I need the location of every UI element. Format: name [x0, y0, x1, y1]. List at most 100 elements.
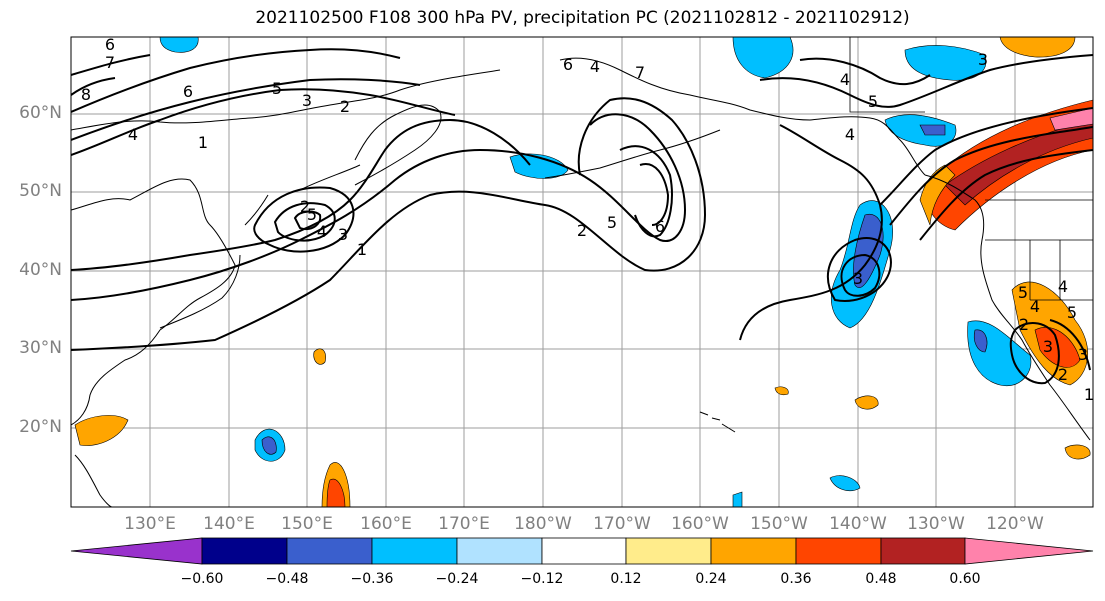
precip-positive-south-core — [326, 478, 346, 507]
contour-label: 4 — [1058, 277, 1068, 296]
precip-negative-small-2 — [829, 475, 861, 491]
contour-label: 4 — [845, 125, 855, 144]
contour-label: 5 — [1018, 283, 1028, 302]
contour-label: 3 — [853, 269, 863, 288]
precip-positive-small-1 — [313, 348, 326, 365]
contour-label: 5 — [868, 92, 878, 111]
lat-label: 20°N — [19, 417, 62, 437]
contour-label: 2 — [1058, 365, 1068, 384]
colorbar-bin — [625, 537, 712, 565]
contour-label: 2 — [300, 197, 310, 216]
contour-label: 5 — [1067, 303, 1077, 322]
contour-label: 5 — [307, 205, 317, 224]
colorbar-extend-low — [70, 537, 203, 565]
pv-contour-pv-low — [253, 186, 355, 253]
precip-positive-west-pacific — [74, 415, 129, 446]
pv-contour-1 — [71, 97, 707, 351]
contour-label: 5 — [272, 79, 282, 98]
colorbar-tick-label: 0.36 — [780, 571, 812, 587]
pv-contour-3 — [71, 118, 531, 271]
pv-contour-sw-low-2 — [1049, 319, 1091, 371]
pv-contour-8 — [71, 77, 116, 96]
colorbar — [70, 537, 1094, 565]
contour-label: 2 — [340, 97, 350, 116]
contour-label: 4 — [128, 125, 138, 144]
colorbar-tick-label: −0.12 — [520, 571, 564, 587]
lon-label: 160°W — [671, 514, 729, 534]
colorbar-extend-high — [964, 537, 1094, 565]
lat-label: 30°N — [19, 338, 62, 358]
colorbar-bin — [201, 537, 288, 565]
precip-negative-top-1 — [732, 37, 794, 79]
graticule — [71, 37, 1093, 507]
colorbar-bin — [456, 537, 543, 565]
lat-label: 50°N — [19, 181, 62, 201]
lon-label: 140°E — [203, 514, 255, 534]
lon-label: 140°W — [829, 514, 887, 534]
contour-label: 3 — [338, 225, 348, 244]
lon-label: 180°W — [514, 514, 572, 534]
pv-contour-sw-low — [1009, 322, 1060, 385]
colorbar-bin — [286, 537, 373, 565]
coast-alaska — [559, 57, 926, 176]
contour-label: 7 — [635, 63, 645, 82]
lon-label: 120°W — [986, 514, 1044, 534]
precip-negative-top-3 — [159, 37, 199, 53]
colorbar-tick-label: −0.24 — [435, 571, 479, 587]
contour-label: 6 — [105, 35, 115, 54]
pv-contour-4 — [71, 88, 456, 156]
pv-contour-7 — [71, 54, 151, 76]
coast-hawaii — [699, 411, 736, 433]
precip-positive-small-4 — [774, 386, 789, 396]
pv-contour-labels: 6 7 5 3 2 4 1 8 6 5 2 1 4 3 2 4 5 6 3 5 … — [81, 35, 1094, 404]
lon-label: 170°E — [438, 514, 490, 534]
contour-label: 4 — [1030, 297, 1040, 316]
contour-label: 1 — [1084, 385, 1094, 404]
lat-label: 60°N — [19, 103, 62, 123]
coast-east-asia — [71, 178, 236, 426]
colorbar-bin — [880, 537, 966, 565]
contour-label: 1 — [198, 133, 208, 152]
precip-negative-mid-pacific — [509, 153, 569, 179]
pv-contour-north — [759, 54, 1093, 108]
pv-contour-5 — [71, 78, 421, 141]
colorbar-tick-label: 0.48 — [865, 571, 897, 587]
map-frame — [70, 36, 1094, 508]
pv-contour-east-low-3 — [840, 253, 881, 297]
pv-contour-pv-low-core — [293, 210, 322, 231]
map-title: 2021102500 F108 300 hPa PV, precipitatio… — [255, 8, 910, 28]
pv-contour-trough-inner — [619, 145, 673, 238]
contour-label: 4 — [590, 57, 600, 76]
colorbar-bin — [795, 537, 882, 565]
colorbar-bin — [710, 537, 797, 565]
pv-contour-ridge-2 — [889, 126, 1093, 226]
pv-contour-east-low-2 — [826, 237, 892, 302]
contour-label: 4 — [840, 70, 850, 89]
colorbar-bin — [371, 537, 458, 565]
coast-kamchatka — [354, 104, 442, 186]
precip-negative-small-1-core — [261, 436, 277, 455]
lon-label: 160°E — [360, 514, 412, 534]
precip-positive-peak — [1049, 107, 1093, 131]
lon-label: 150°E — [281, 514, 333, 534]
contour-label: 6 — [183, 82, 193, 101]
colorbar-tick-label: 0.60 — [949, 571, 981, 587]
pv-contour-ridge — [879, 107, 1093, 206]
contour-label: 2 — [1019, 315, 1029, 334]
pv-contour-ridge-3 — [919, 149, 1093, 241]
pv-contours — [71, 48, 1093, 385]
contour-label: 3 — [1043, 337, 1053, 356]
contour-label: 7 — [105, 53, 115, 72]
coast-aleutians — [544, 129, 721, 179]
precip-negative-small-3 — [732, 491, 743, 507]
colorbar-tick-label: 0.12 — [610, 571, 642, 587]
contour-label: 8 — [81, 85, 91, 104]
colorbar-tick-label: −0.36 — [350, 571, 394, 587]
pv-contour-6 — [71, 48, 401, 113]
pv-contour-pv-low-inner — [273, 202, 336, 242]
contour-label: 3 — [978, 50, 988, 69]
contour-label: 1 — [357, 240, 367, 259]
lon-label: 130°W — [907, 514, 965, 534]
colorbar-tick-label: 0.24 — [695, 571, 727, 587]
